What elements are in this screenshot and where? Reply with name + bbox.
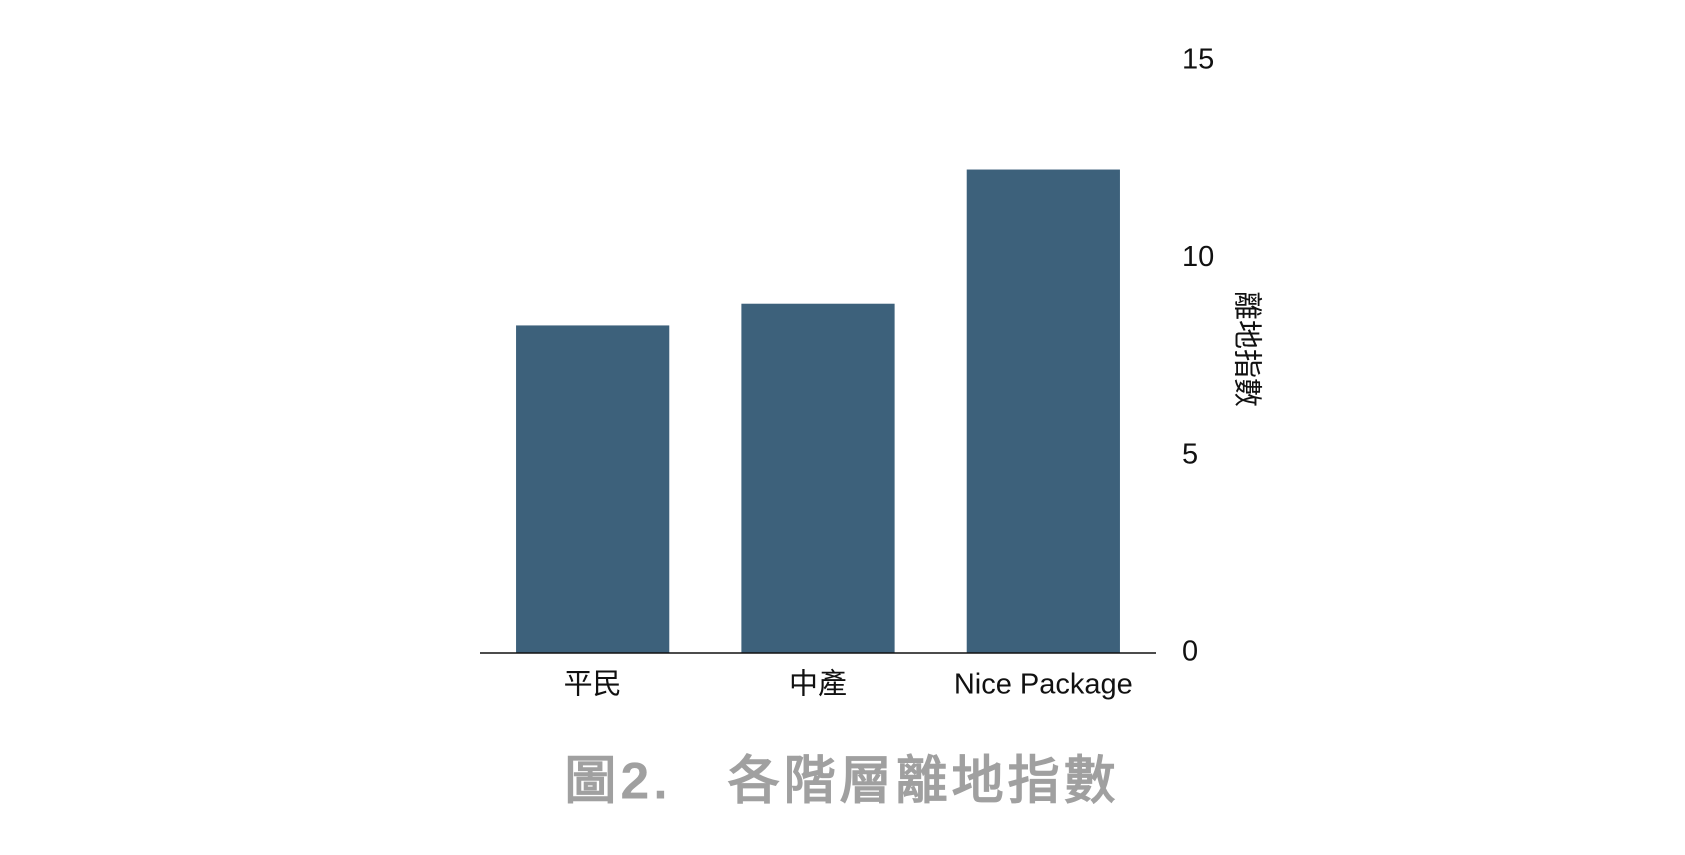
x-tick-label: Nice Package	[954, 669, 1133, 701]
bar	[741, 303, 895, 653]
chart-title: 圖2. 各階層離地指數	[564, 753, 1119, 811]
x-tick-label: 平民	[564, 669, 622, 701]
y-tick-label: 15	[1182, 44, 1214, 76]
y-axis-label: 離地指數	[1230, 291, 1263, 407]
bar	[966, 169, 1120, 654]
x-tick-label: 中產	[789, 668, 847, 701]
y-tick-label: 10	[1182, 241, 1214, 273]
bar	[516, 325, 670, 653]
y-tick-label: 0	[1182, 636, 1198, 668]
y-tick-label: 5	[1182, 438, 1198, 470]
